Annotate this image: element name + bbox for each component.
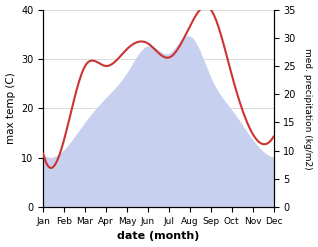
- X-axis label: date (month): date (month): [117, 231, 200, 242]
- Y-axis label: med. precipitation (kg/m2): med. precipitation (kg/m2): [303, 48, 313, 169]
- Y-axis label: max temp (C): max temp (C): [5, 72, 16, 144]
